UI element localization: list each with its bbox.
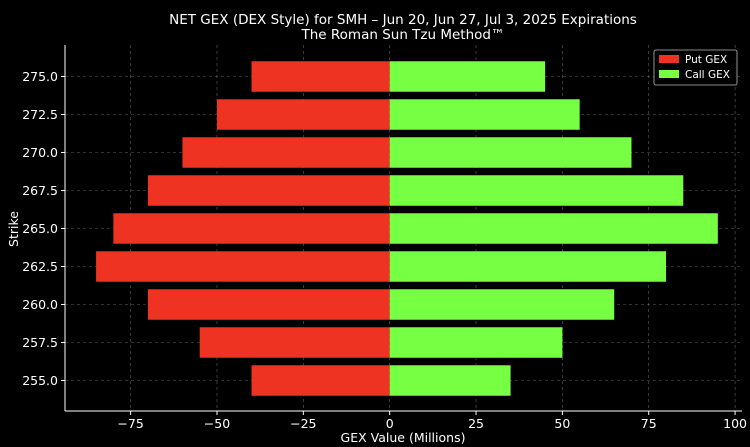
y-tick-label: 255.0 [22, 373, 58, 388]
y-tick-label: 262.5 [22, 259, 58, 274]
call-gex-bar-257.5 [389, 327, 563, 358]
chart-subtitle: The Roman Sun Tzu Method™ [301, 27, 505, 43]
x-tick-label: 75 [641, 416, 657, 431]
y-tick-label: 267.5 [22, 183, 58, 198]
bars [96, 61, 718, 396]
call-gex-bar-275.0 [389, 61, 546, 92]
y-axis-label: Strike [6, 211, 21, 247]
y-tick-label: 270.0 [22, 145, 58, 160]
call-gex-bar-272.5 [389, 99, 580, 130]
x-tick-label: 0 [386, 416, 394, 431]
x-tick-label: 25 [468, 416, 484, 431]
legend-swatch [659, 70, 679, 78]
call-gex-bar-270.0 [389, 137, 632, 168]
y-tick-label: 257.5 [22, 335, 58, 350]
chart-title: NET GEX (DEX Style) for SMH – Jun 20, Ju… [169, 12, 637, 28]
x-tick-label: −25 [290, 416, 316, 431]
legend-label: Put GEX [685, 54, 727, 66]
put-gex-bar-272.5 [216, 99, 390, 130]
call-gex-bar-260.0 [389, 289, 615, 320]
x-tick-label: −50 [204, 416, 230, 431]
legend: Put GEX Call GEX [653, 49, 738, 86]
x-axis-label: GEX Value (Millions) [341, 430, 466, 445]
put-gex-bar-265.0 [113, 213, 390, 244]
call-gex-bar-265.0 [389, 213, 718, 244]
put-gex-bar-257.5 [199, 327, 390, 358]
call-gex-bar-267.5 [389, 175, 684, 206]
call-gex-bar-255.0 [389, 365, 511, 396]
legend-label: Call GEX [685, 69, 730, 81]
tick-labels: −75 −50 −25 0 25 50 75 100 255.0 257.5 260.0 262.5 2… [22, 69, 747, 431]
x-tick-label: −75 [117, 416, 143, 431]
x-tick-label: 100 [723, 416, 747, 431]
put-gex-bar-267.5 [147, 175, 390, 206]
x-tick-label: 50 [554, 416, 570, 431]
y-tick-label: 260.0 [22, 297, 58, 312]
put-gex-bar-275.0 [251, 61, 390, 92]
put-gex-bar-260.0 [147, 289, 390, 320]
y-tick-label: 275.0 [22, 69, 58, 84]
put-gex-bar-255.0 [251, 365, 390, 396]
put-gex-bar-262.5 [96, 251, 390, 282]
put-gex-bar-270.0 [182, 137, 390, 168]
y-tick-label: 272.5 [22, 107, 58, 122]
legend-swatch [659, 55, 679, 63]
call-gex-bar-262.5 [389, 251, 667, 282]
y-tick-label: 265.0 [22, 221, 58, 236]
